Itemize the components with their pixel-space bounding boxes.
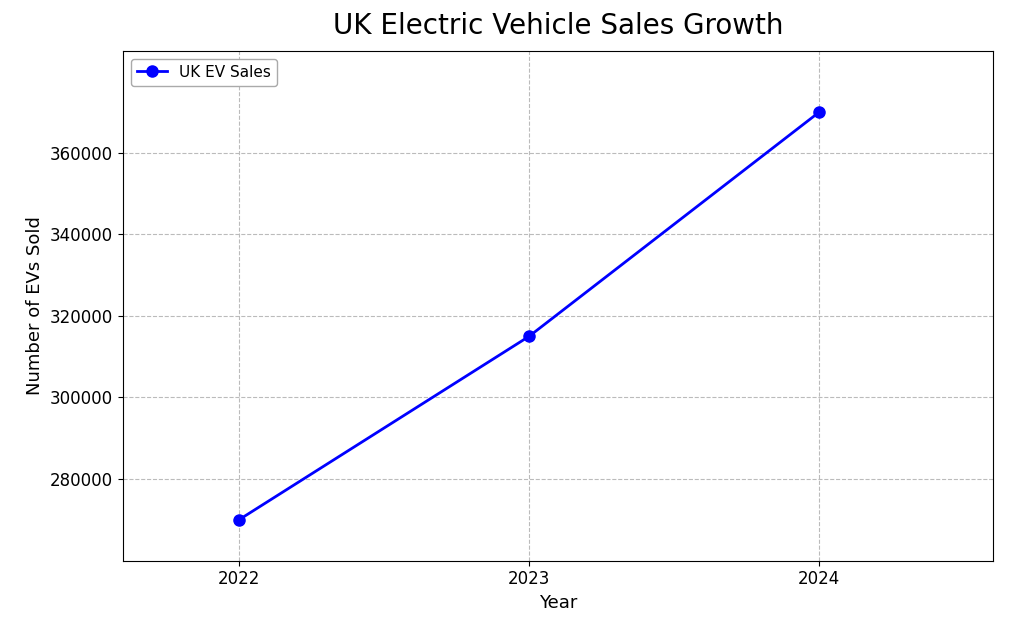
UK EV Sales — [232, 516, 245, 524]
UK EV Sales — [523, 333, 536, 340]
X-axis label: Year: Year — [539, 594, 578, 612]
Title: UK Electric Vehicle Sales Growth: UK Electric Vehicle Sales Growth — [333, 12, 783, 40]
Legend: UK EV Sales: UK EV Sales — [130, 59, 278, 86]
Line: UK EV Sales: UK EV Sales — [233, 106, 824, 526]
UK EV Sales — [813, 108, 825, 116]
Y-axis label: Number of EVs Sold: Number of EVs Sold — [27, 217, 44, 395]
